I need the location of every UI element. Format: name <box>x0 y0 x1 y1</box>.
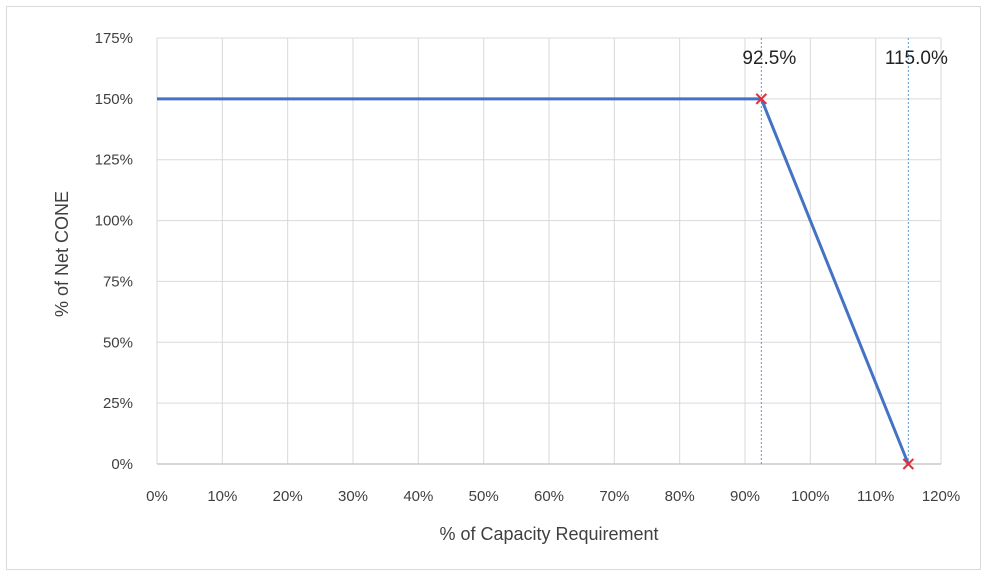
x-tick-label: 70% <box>599 488 629 505</box>
x-tick-label: 60% <box>534 488 564 505</box>
x-tick-label: 0% <box>146 488 168 505</box>
x-tick-label: 120% <box>922 488 960 505</box>
annotation-layer: 92.5% 115.0% <box>742 48 948 69</box>
x-tick-label: 30% <box>338 488 368 505</box>
x-tick-label: 110% <box>857 488 894 505</box>
x-marker-stroke <box>902 458 915 470</box>
y-tick-label: 50% <box>103 334 133 351</box>
guide-lines <box>760 38 909 464</box>
x-marker <box>902 458 915 470</box>
x-tick-label: 10% <box>207 488 237 505</box>
x-marker <box>755 93 768 105</box>
y-axis-ticks: 0% 25% 50% 75% 100% 125% 150% 175% <box>95 30 133 473</box>
x-axis-ticks: 0% 10% 20% 30% 40% 50% 60% 70% 80% 90% 100% 110% 120… <box>146 488 960 505</box>
y-tick-label: 175% <box>95 30 133 47</box>
y-axis-title: % of Net CONE <box>52 191 72 317</box>
y-tick-label: 0% <box>111 456 133 473</box>
x-tick-label: 90% <box>730 488 760 505</box>
x-tick-label: 50% <box>469 488 499 505</box>
y-tick-label: 125% <box>95 152 133 169</box>
y-tick-label: 75% <box>103 273 133 290</box>
grid <box>156 37 942 465</box>
marker-layer <box>755 93 915 470</box>
x-marker-stroke <box>755 93 768 105</box>
y-tick-label: 25% <box>103 395 133 412</box>
x-tick-label: 40% <box>403 488 433 505</box>
x-axis-title: % of Capacity Requirement <box>439 524 658 544</box>
x-tick-label: 100% <box>791 488 829 505</box>
x-tick-label: 20% <box>273 488 303 505</box>
x-tick-label: 80% <box>665 488 695 505</box>
y-tick-label: 100% <box>95 213 133 230</box>
y-tick-label: 150% <box>95 91 133 108</box>
annotation-label: 92.5% <box>742 48 796 69</box>
annotation-label: 115.0% <box>885 48 948 69</box>
